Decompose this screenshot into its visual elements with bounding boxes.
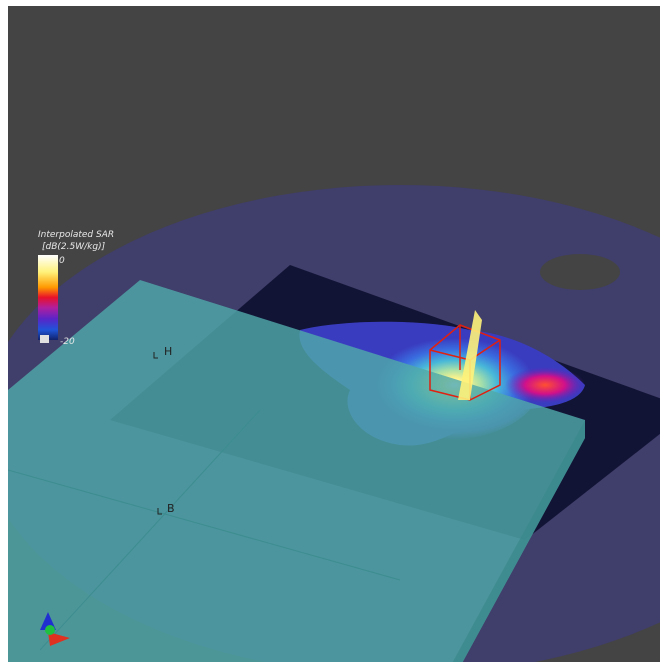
- device-slab: [8, 280, 585, 662]
- axis-line: [8, 469, 401, 581]
- legend-title: Interpolated SAR: [38, 230, 114, 240]
- colorbar-icon: [40, 335, 49, 343]
- colorbar: [38, 255, 58, 340]
- legend-min: -20: [60, 337, 75, 347]
- axes-gizmo: [40, 612, 70, 646]
- sar-lobe: [505, 367, 585, 403]
- legend-unit: [dB(2.5W/kg)]: [42, 242, 106, 252]
- phantom-hole: [540, 254, 620, 290]
- marker-tick: [157, 508, 162, 515]
- marker-label: H: [164, 345, 172, 358]
- sar-slice: [458, 310, 482, 400]
- marker-label: B: [167, 502, 175, 515]
- marker-tick: [153, 352, 158, 359]
- legend-max: 0: [59, 256, 65, 266]
- axis-line: [39, 409, 261, 651]
- device-slab-side: [452, 420, 585, 662]
